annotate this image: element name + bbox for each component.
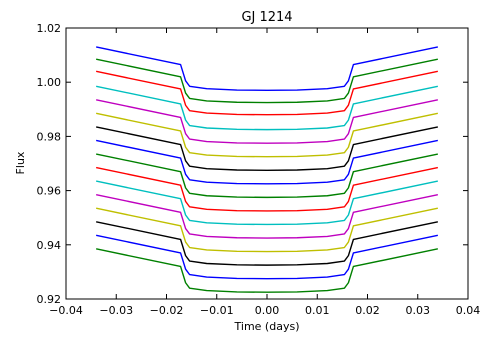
series-line-7 (96, 126, 438, 171)
series-line-10 (96, 166, 438, 212)
y-axis-label: Flux (14, 151, 27, 174)
series-lines (96, 46, 438, 293)
series-line-1 (96, 46, 438, 92)
chart-title: GJ 1214 (241, 10, 292, 25)
series-line-12 (96, 193, 438, 239)
x-tick-label: 0.04 (456, 304, 481, 317)
y-tick-label: 1.02 (37, 22, 62, 35)
series-line-6 (96, 112, 438, 158)
x-tick-label: 0.00 (255, 304, 280, 317)
x-tick-label: −0.03 (99, 304, 133, 317)
x-tick-label: −0.02 (150, 304, 184, 317)
x-tick-label: 0.01 (305, 304, 330, 317)
series-line-13 (96, 207, 438, 253)
x-tick-label: 0.03 (406, 304, 431, 317)
y-tick-label: 0.96 (37, 185, 62, 198)
x-tick-label: 0.02 (355, 304, 380, 317)
series-line-11 (96, 180, 438, 226)
series-line-8 (96, 139, 438, 185)
x-tick-label: −0.04 (49, 304, 83, 317)
series-line-9 (96, 153, 438, 199)
series-line-16 (96, 248, 438, 293)
y-tick-label: 0.98 (37, 130, 62, 143)
series-line-5 (96, 99, 438, 144)
plot-frame (65, 27, 469, 300)
series-line-4 (96, 85, 438, 131)
x-axis-label: Time (days) (234, 320, 300, 333)
x-tick-label: −0.01 (200, 304, 234, 317)
series-line-15 (96, 234, 438, 280)
series-line-2 (96, 58, 438, 104)
y-tick-label: 0.94 (37, 239, 62, 252)
axis-ticks: −0.04 −0.03 −0.02 −0.01 0.00 0.01 0.02 0.03 0.04… (37, 22, 481, 317)
y-tick-label: 0.92 (37, 293, 62, 306)
series-line-14 (96, 221, 438, 266)
y-tick-label: 1.00 (37, 76, 62, 89)
series-line-3 (96, 70, 438, 116)
